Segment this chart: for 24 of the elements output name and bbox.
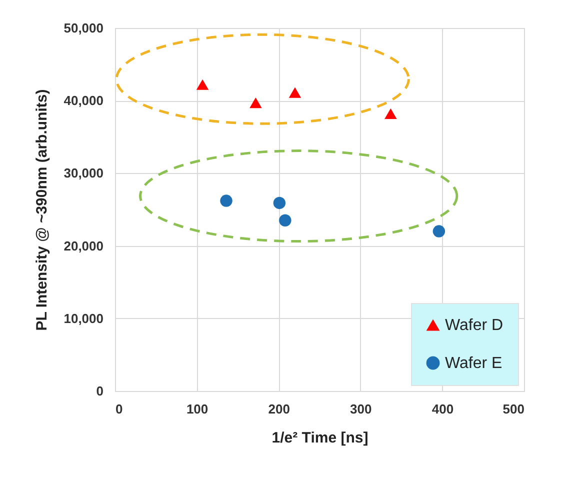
x-tick-label: 200 — [268, 402, 290, 416]
y-tick-label: 40,000 — [64, 93, 104, 108]
point — [220, 194, 232, 207]
x-axis-title: 1/e² Time [ns] — [272, 430, 368, 446]
point — [250, 97, 262, 108]
point — [432, 225, 446, 238]
x-tick-label: 300 — [350, 402, 372, 416]
legend-label: Wafer D — [445, 317, 504, 334]
x-tick-label: 400 — [432, 402, 454, 416]
point — [384, 108, 397, 119]
y-tick-label: 10,000 — [64, 310, 104, 326]
y-axis-title: PL Intensity @ ~390nm (arb.units) — [34, 89, 51, 331]
y-tick-label: 20,000 — [64, 238, 104, 254]
legend-label: Wafer E — [445, 355, 502, 372]
point — [288, 87, 302, 98]
x-tick-label: 100 — [186, 402, 208, 416]
point — [196, 79, 209, 90]
y-tick-label: 30,000 — [64, 166, 104, 181]
y-tick-label: 0 — [96, 384, 104, 398]
point — [273, 196, 286, 210]
x-tick-label: 0 — [116, 402, 123, 416]
x-tick-label: 500 — [502, 402, 524, 416]
y-tick-label: 50,000 — [64, 20, 104, 36]
point — [279, 214, 292, 226]
